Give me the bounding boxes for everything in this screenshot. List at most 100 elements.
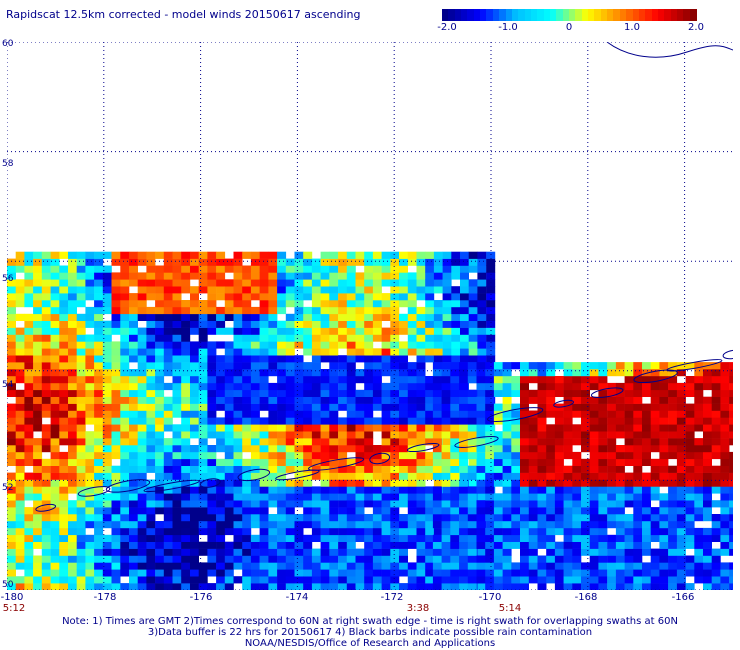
wind-cell [85, 451, 95, 460]
wind-cell [50, 300, 60, 308]
wind-cell [111, 424, 121, 432]
wind-cell [381, 562, 391, 570]
wind-cell [546, 382, 556, 391]
wind-cell [442, 272, 452, 280]
wind-cell [511, 541, 521, 549]
wind-cell [207, 306, 217, 315]
wind-cell [425, 293, 435, 301]
wind-cell [294, 562, 304, 570]
wind-cell [155, 458, 165, 466]
wind-cell [303, 306, 313, 315]
wind-cell [467, 562, 477, 570]
wind-cell [268, 493, 278, 501]
wind-cell [572, 486, 582, 494]
wind-cell [259, 300, 269, 308]
wind-cell [615, 410, 625, 418]
wind-cell [102, 376, 112, 384]
wind-cell [598, 486, 608, 494]
wind-cell [181, 348, 191, 356]
wind-cell [320, 417, 330, 425]
wind-cell [642, 583, 651, 590]
wind-cell [432, 431, 442, 439]
wind-cell [7, 327, 16, 335]
wind-cell [33, 403, 43, 411]
wind-cell [198, 376, 208, 384]
wind-cell [633, 521, 643, 529]
wind-cell [416, 355, 426, 363]
wind-cell [250, 410, 260, 418]
wind-cell [242, 293, 252, 301]
wind-cell [650, 369, 660, 377]
wind-cell [94, 438, 104, 446]
wind-cell [285, 403, 295, 411]
wind-cell [685, 376, 695, 384]
wind-cell [216, 389, 226, 397]
wind-cell [129, 514, 138, 522]
wind-cell [642, 569, 651, 577]
wind-cell [486, 313, 496, 321]
wind-cell [41, 548, 51, 556]
wind-cell [685, 521, 695, 529]
wind-cell [41, 341, 51, 349]
wind-cell [581, 458, 590, 466]
wind-cell [242, 362, 252, 370]
wind-cell [76, 327, 86, 335]
wind-cell [399, 355, 408, 363]
wind-cell [338, 486, 348, 494]
wind-cell [554, 362, 564, 370]
wind-cell [15, 369, 25, 377]
wind-cell [68, 272, 77, 280]
wind-cell [207, 458, 217, 466]
wind-cell [216, 521, 226, 529]
wind-cell [467, 472, 477, 480]
wind-cell [502, 576, 512, 584]
wind-cell [76, 362, 86, 370]
wind-cell [459, 500, 469, 508]
wind-cell [41, 534, 51, 542]
wind-cell [216, 576, 226, 584]
wind-cell [642, 369, 651, 377]
wind-cell [694, 362, 704, 370]
wind-cell [41, 493, 51, 501]
colorbar-segment [505, 9, 513, 21]
wind-cell [190, 265, 199, 273]
wind-cell [250, 389, 260, 397]
wind-cell [129, 458, 138, 466]
wind-cell [546, 486, 556, 494]
wind-cell [146, 465, 156, 473]
wind-cell [285, 300, 295, 308]
wind-cell [155, 272, 165, 280]
wind-cell [694, 369, 704, 377]
wind-cell [172, 507, 182, 515]
wind-cell [146, 562, 156, 570]
wind-cell [242, 417, 252, 425]
wind-cell [589, 527, 599, 536]
wind-cell [102, 465, 112, 473]
wind-cell [294, 417, 304, 425]
wind-cell [190, 514, 199, 522]
wind-cell [190, 389, 199, 397]
wind-cell [720, 451, 730, 460]
wind-cell [76, 500, 86, 508]
wind-cell [425, 521, 435, 529]
wind-cell [390, 258, 400, 266]
wind-cell [459, 458, 469, 466]
wind-cell [346, 562, 356, 570]
wind-cell [129, 403, 138, 411]
wind-cell [685, 500, 695, 508]
wind-cell [615, 541, 625, 549]
wind-cell [381, 389, 391, 397]
swath-time-2: 3:38 [406, 603, 430, 614]
wind-cell [502, 562, 512, 570]
wind-cell [190, 562, 199, 570]
wind-cell [94, 465, 104, 473]
wind-cell [685, 507, 695, 515]
wind-cell [111, 541, 121, 549]
wind-cell [493, 431, 503, 439]
wind-cell [685, 527, 695, 536]
wind-cell [720, 534, 730, 542]
wind-cell [520, 569, 529, 577]
wind-cell [198, 548, 208, 556]
wind-cell [416, 306, 426, 315]
wind-cell [598, 382, 608, 391]
